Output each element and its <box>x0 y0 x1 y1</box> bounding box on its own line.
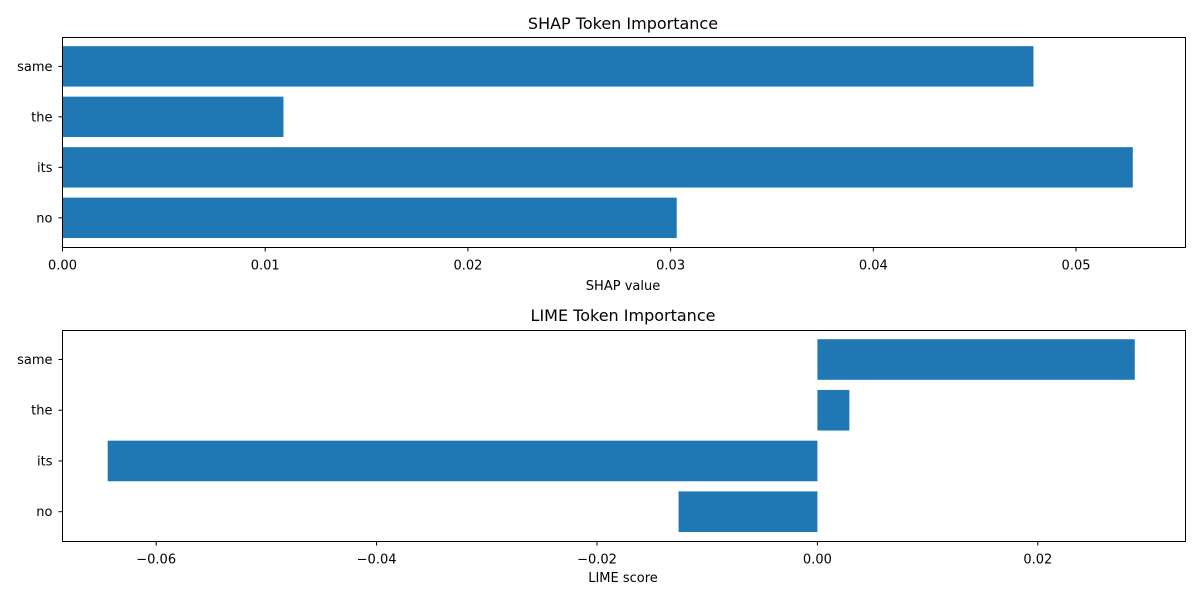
x-axis-label: LIME score <box>588 571 658 586</box>
x-tick-label: −0.04 <box>357 553 397 568</box>
chart-title: LIME Token Importance <box>531 306 716 325</box>
plot-frame <box>62 37 1186 248</box>
bar-no <box>62 197 677 239</box>
y-tick-label: same <box>17 60 52 75</box>
bar-group <box>107 339 1135 532</box>
y-tick-label: no <box>36 211 52 226</box>
x-tick-label: 0.04 <box>859 259 888 274</box>
x-tick-label: 0.02 <box>1023 553 1052 568</box>
chart-title: SHAP Token Importance <box>528 14 718 33</box>
y-axis-ticks: same the its no <box>17 60 63 226</box>
x-axis-ticks: 0.00 0.01 0.02 0.03 0.04 0.05 <box>48 247 1091 274</box>
y-tick-label: its <box>37 454 53 469</box>
bar-its <box>107 440 818 482</box>
y-tick-label: the <box>31 404 52 419</box>
x-tick-label: −0.02 <box>577 553 617 568</box>
y-tick-label: its <box>37 161 53 176</box>
y-tick-label: no <box>36 505 52 520</box>
x-axis-ticks: −0.06 −0.04 −0.02 0.00 0.02 <box>136 541 1052 568</box>
bar-no <box>678 491 818 532</box>
x-tick-label: −0.06 <box>136 553 176 568</box>
bar-its <box>62 147 1133 188</box>
x-tick-label: 0.03 <box>656 259 685 274</box>
y-tick-label: same <box>17 353 52 368</box>
x-tick-label: 0.05 <box>1062 259 1091 274</box>
y-tick-label: the <box>31 110 52 125</box>
x-tick-label: 0.02 <box>453 259 482 274</box>
x-tick-label: 0.01 <box>251 259 280 274</box>
bar-same <box>817 339 1135 380</box>
x-tick-label: 0.00 <box>48 259 77 274</box>
y-axis-ticks: same the its no <box>17 353 63 520</box>
x-axis-label: SHAP value <box>586 279 660 294</box>
plot-frame <box>62 330 1186 542</box>
x-tick-label: 0.00 <box>803 553 832 568</box>
bar-the <box>817 389 850 431</box>
bar-same <box>62 46 1034 87</box>
bar-the <box>62 96 284 138</box>
lime-chart-panel: LIME Token Importance same the its no −0.06… <box>17 306 1186 586</box>
bar-group <box>62 46 1133 239</box>
